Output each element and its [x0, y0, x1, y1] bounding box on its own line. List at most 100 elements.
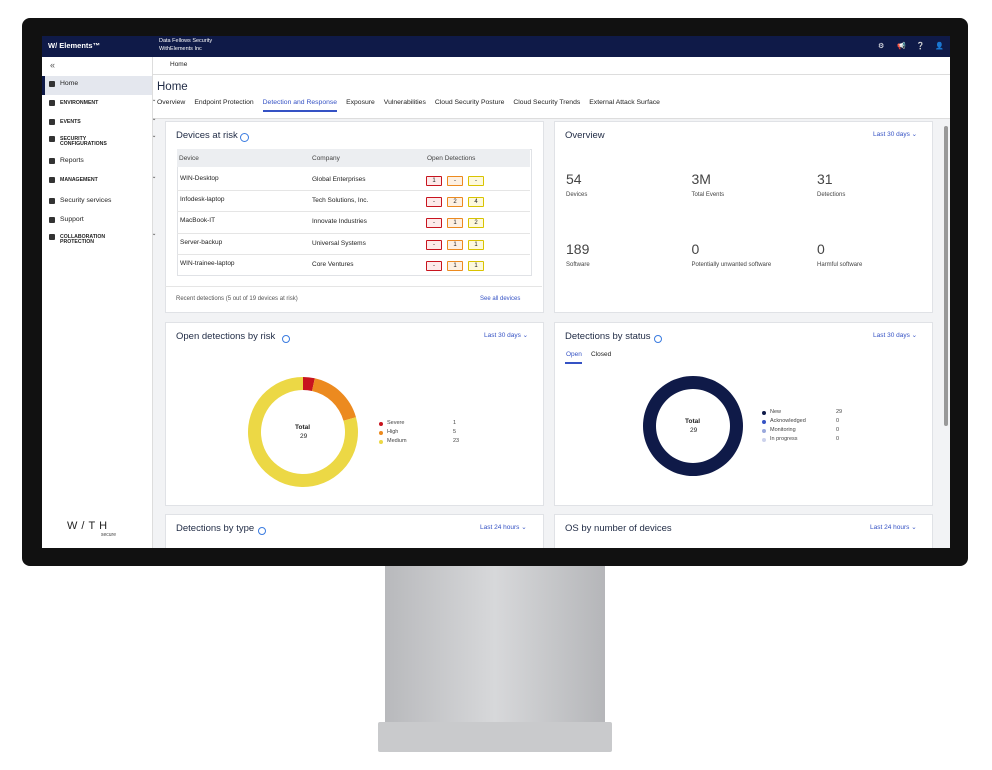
status-tab[interactable]: Closed: [591, 351, 612, 358]
period-select[interactable]: Last 30 days: [873, 131, 917, 139]
card-title: Open detections by risk: [176, 331, 276, 342]
topbar-icon[interactable]: ❔: [916, 43, 925, 50]
legend-label: New: [770, 409, 782, 415]
legend-label: Severe: [387, 420, 405, 426]
tab[interactable]: Exposure: [346, 99, 375, 106]
legend-value: 23: [453, 438, 460, 444]
detection-badge: 1: [447, 239, 463, 250]
legend-dot: [762, 420, 766, 424]
topbar-icon[interactable]: ⚙: [878, 43, 885, 50]
tab[interactable]: Endpoint Protection: [194, 99, 254, 106]
stat-value: 31: [817, 171, 833, 187]
period-select[interactable]: Last 30 days: [484, 332, 528, 340]
legend-label: Monitoring: [770, 427, 796, 433]
tab[interactable]: Cloud Security Trends: [513, 99, 581, 106]
period-select[interactable]: Last 30 days: [873, 332, 917, 340]
sidebar-item[interactable]: ENVIRONMENT: [60, 98, 156, 106]
breadcrumb[interactable]: Home: [170, 61, 188, 68]
detection-badge: -: [426, 260, 442, 271]
top-bar: [42, 36, 950, 57]
card-title: Overview: [565, 130, 605, 141]
collapse-icon[interactable]: «: [50, 60, 56, 70]
sidebar-item[interactable]: EVENTS: [60, 117, 156, 125]
table-header: [177, 149, 530, 167]
period-select[interactable]: Last 24 hours: [870, 524, 917, 532]
tab[interactable]: Detection and Response: [262, 99, 338, 106]
legend-label: Acknowledged: [770, 418, 806, 424]
monitor-stand: [385, 566, 605, 736]
stat-label: Detections: [817, 192, 846, 198]
sidebar-icon: [49, 100, 55, 106]
sidebar-icon: [49, 217, 55, 223]
sidebar-item[interactable]: Home: [60, 80, 79, 87]
info-icon: [654, 335, 662, 343]
detection-badge: 4: [468, 197, 484, 208]
total-label: Total: [685, 418, 701, 425]
company-name: Tech Solutions, Inc.: [312, 197, 369, 205]
total-value: 29: [690, 427, 698, 434]
tab-underline: [262, 110, 338, 112]
device-name: WIN-Desktop: [180, 175, 219, 182]
row-line: [177, 253, 530, 255]
card-title: Devices at risk: [176, 130, 238, 141]
tab[interactable]: Cloud Security Posture: [434, 99, 505, 106]
detection-badge: -: [426, 218, 442, 229]
breadcrumb-bar: [153, 57, 950, 75]
row-line: [177, 232, 530, 234]
sidebar-icon: [49, 234, 55, 240]
legend-value: 1: [453, 420, 457, 426]
info-icon: [240, 133, 249, 142]
sidebar-item[interactable]: MANAGEMENT: [60, 175, 156, 183]
card-title: OS by number of devices: [565, 523, 672, 534]
total-value: 29: [300, 433, 308, 440]
detection-badge: 2: [468, 218, 484, 229]
sidebar-item[interactable]: COLLABORATION PROTECTION: [60, 232, 156, 245]
legend-dot: [762, 411, 766, 415]
topbar-icon[interactable]: 👤: [935, 43, 944, 50]
card: [554, 322, 933, 506]
link[interactable]: See all devices: [480, 296, 521, 302]
period-select[interactable]: Last 24 hours: [480, 524, 527, 532]
tab[interactable]: External Attack Surface: [589, 99, 660, 106]
legend-dot: [379, 440, 383, 444]
total-label: Total: [295, 424, 311, 431]
detection-badge: 2: [447, 197, 463, 208]
donut-segment: [303, 377, 315, 391]
stat-label: Potentially unwanted software: [691, 262, 772, 268]
card: [554, 121, 933, 313]
column-header: Device: [179, 155, 199, 162]
charts: [247, 376, 766, 487]
sidebar-item[interactable]: Support: [60, 216, 84, 223]
row-line: [177, 211, 530, 213]
tab[interactable]: Overview: [157, 99, 186, 106]
card-title: Detections by type: [176, 523, 255, 534]
tab[interactable]: Vulnerabilities: [383, 99, 426, 106]
sidebar-item[interactable]: Security services: [60, 197, 112, 204]
topbar-icon[interactable]: 📢: [897, 43, 906, 50]
sidebar-item[interactable]: SECURITY CONFIGURATIONS: [60, 134, 156, 147]
stat-value: 0: [691, 241, 700, 257]
legend-label: High: [387, 429, 399, 435]
logo-sub: secure: [101, 532, 117, 538]
stat-label: Total Events: [691, 192, 725, 198]
scrollbar: [944, 126, 948, 426]
legend-dot: [762, 438, 766, 442]
stat-value: 54: [566, 171, 582, 187]
company-name: Global Enterprises: [312, 176, 366, 183]
footer-text: Recent detections (5 out of 19 devices a…: [176, 296, 298, 302]
column-header: Company: [312, 155, 340, 162]
status-tab[interactable]: Open: [566, 351, 582, 358]
device-name: MacBook-IT: [180, 217, 216, 225]
account-name[interactable]: WithElements Inc: [159, 46, 202, 52]
sidebar-icon: [49, 81, 55, 87]
legend-value: 29: [836, 409, 843, 415]
header: [153, 75, 950, 119]
sidebar-item[interactable]: Reports: [60, 157, 84, 164]
stat-label: Devices: [566, 192, 588, 198]
legend-value: 5: [453, 429, 457, 435]
company-name: Innovate Industries: [312, 218, 367, 226]
monitor-base: [378, 722, 612, 752]
device-name: Infodesk-laptop: [180, 196, 225, 204]
column-header: Open Detections: [427, 155, 476, 162]
